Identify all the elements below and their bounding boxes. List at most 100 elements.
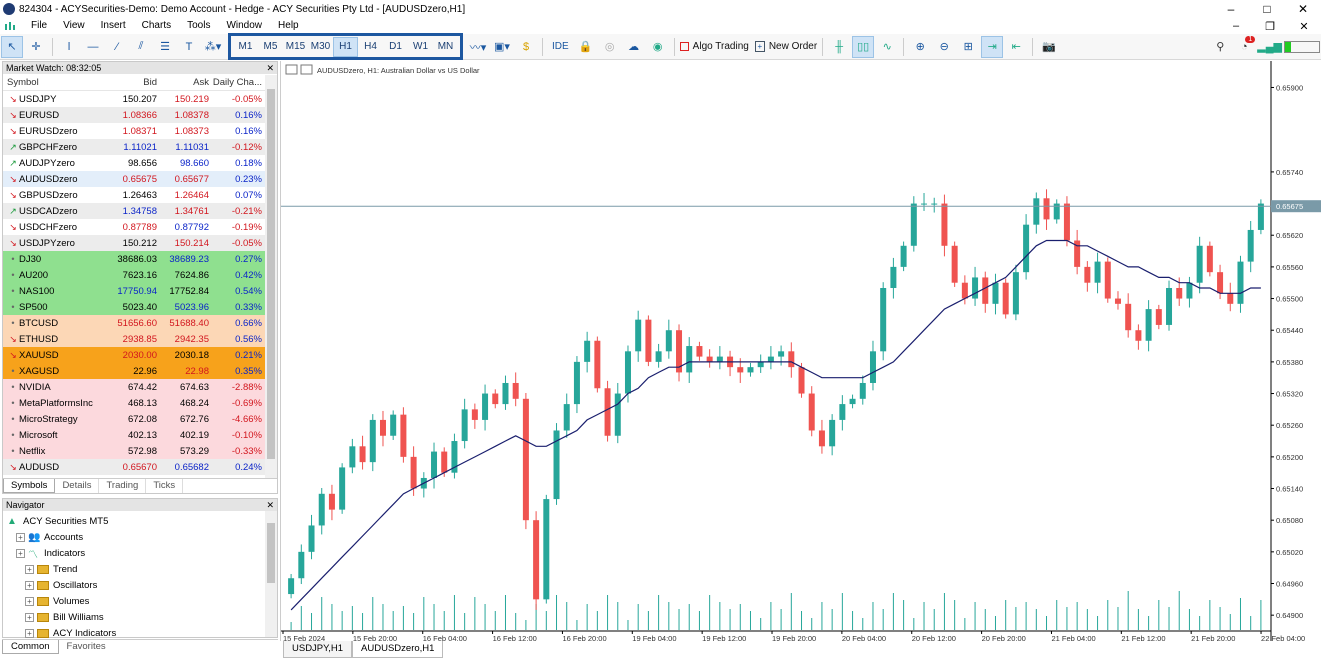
ask-column-header[interactable]: Ask — [193, 77, 209, 88]
market-watch-row[interactable]: • BTCUSD 51656.60 51688.40 0.66% — [3, 315, 265, 331]
grid-icon[interactable]: ⊞ — [963, 41, 973, 53]
trendline-icon[interactable]: ⁄ — [116, 40, 118, 53]
market-watch-row[interactable]: • Microsoft 402.13 402.19 -0.10% — [3, 427, 265, 443]
horizontal-line-icon[interactable]: — — [87, 40, 99, 53]
tab-details[interactable]: Details — [55, 479, 100, 493]
tab-favorites[interactable]: Favorites — [66, 641, 106, 652]
maximize-button[interactable]: □ — [1263, 2, 1271, 16]
navigator-item[interactable]: + Volumes — [3, 593, 277, 609]
minimize-button[interactable]: – — [1227, 2, 1235, 16]
market-watch-row[interactable]: ↘ USDCHFzero 0.87789 0.87792 -0.19% — [3, 219, 265, 235]
bid-column-header[interactable]: Bid — [143, 77, 157, 88]
market-watch-row[interactable]: ↗ GBPCHFzero 1.11021 1.11031 -0.12% — [3, 139, 265, 155]
market-watch-scrollbar[interactable] — [265, 75, 277, 480]
chart-properties-icon[interactable] — [300, 64, 313, 75]
channel-icon[interactable]: ⫽ — [138, 40, 144, 52]
timeframe-m5[interactable]: M5 — [263, 41, 278, 52]
market-watch-row[interactable]: • SP500 5023.40 5023.96 0.33% — [3, 299, 265, 315]
chart-shift-icon[interactable]: ⇤ — [1011, 41, 1021, 53]
navigator-item[interactable]: + 👥 Accounts — [3, 529, 277, 545]
price-chart[interactable]: 0.65900 0.65740 0.65620 0.65560 0.65500 0.654… — [281, 61, 1321, 643]
menu-charts[interactable]: Charts — [141, 20, 172, 31]
navigator-item[interactable]: + ACY Indicators — [3, 625, 277, 641]
cloud-icon[interactable]: ☁ — [628, 41, 640, 53]
chart-restore-button[interactable]: ❐ — [1265, 20, 1275, 33]
tab-ticks[interactable]: Ticks — [146, 479, 184, 493]
market-watch-row[interactable]: ↗ AUDJPYzero 98.656 98.660 0.18% — [3, 155, 265, 171]
chart-tab-audusdzero[interactable]: AUDUSDzero,H1 — [352, 641, 444, 658]
market-watch-row[interactable]: ↘ EURUSD 1.08366 1.08378 0.16% — [3, 107, 265, 123]
market-watch-row[interactable]: • XAGUSD 22.96 22.98 0.35% — [3, 363, 265, 379]
market-watch-row[interactable]: • NVIDIA 674.42 674.63 -2.88% — [3, 379, 265, 395]
zoom-in-icon[interactable]: ⊕ — [915, 41, 925, 53]
timeframe-m30[interactable]: M30 — [310, 41, 331, 52]
crosshair-tool-icon[interactable]: ✛ — [31, 41, 41, 53]
symbol-column-header[interactable]: Symbol — [7, 77, 39, 88]
ide-button[interactable]: IDE — [552, 41, 569, 52]
market-watch-row[interactable]: • Netflix 572.98 573.29 -0.33% — [3, 443, 265, 459]
navigator-item[interactable]: + Oscillators — [3, 577, 277, 593]
timeframe-m1[interactable]: M1 — [238, 41, 253, 52]
expand-icon[interactable]: + — [25, 580, 34, 590]
timeframe-m15[interactable]: M15 — [285, 41, 306, 52]
market-watch-row[interactable]: • MicroStrategy 672.08 672.76 -4.66% — [3, 411, 265, 427]
chart-menu-icon[interactable] — [3, 20, 17, 32]
tab-trading[interactable]: Trading — [99, 479, 147, 493]
cursor-tool-icon[interactable]: ↖ — [1, 35, 23, 58]
timeframe-h1[interactable]: H1 — [333, 36, 358, 57]
expand-icon[interactable]: + — [25, 628, 34, 638]
market-watch-row[interactable]: ↘ AUDUSD 0.65670 0.65682 0.24% — [3, 459, 265, 475]
bar-chart-icon[interactable]: ╫ — [835, 40, 844, 53]
market-watch-row[interactable]: ↘ ETHUSD 2938.85 2942.35 0.56% — [3, 331, 265, 347]
menu-view[interactable]: View — [63, 20, 85, 31]
indicators-menu-icon[interactable]: 〰▾ — [469, 41, 487, 54]
shapes-icon[interactable]: ⁂▾ — [204, 41, 222, 53]
timeframe-h4[interactable]: H4 — [364, 41, 377, 52]
market-watch-row[interactable]: ↘ USDJPY 150.207 150.219 -0.05% — [3, 91, 265, 107]
tab-common[interactable]: Common — [2, 640, 59, 654]
navigator-item[interactable]: ▲ ACY Securities MT5 — [3, 513, 277, 529]
navigator-item[interactable]: + 〽 Indicators — [3, 545, 277, 561]
chart-minimize-button[interactable]: – — [1232, 19, 1240, 32]
signals-icon[interactable]: $ — [522, 40, 530, 53]
templates-icon[interactable]: ▣▾ — [494, 41, 510, 53]
timeframe-w1[interactable]: W1 — [413, 41, 428, 52]
menu-file[interactable]: File — [31, 20, 48, 31]
expand-icon[interactable]: + — [16, 532, 25, 542]
expand-icon[interactable]: + — [25, 612, 34, 622]
expand-icon[interactable]: + — [25, 564, 34, 574]
timeframe-mn[interactable]: MN — [437, 41, 454, 52]
algo-trading-button[interactable]: Algo Trading — [679, 36, 749, 58]
notifications-icon[interactable]: ◔ 1 — [1233, 35, 1256, 58]
market-watch-row[interactable]: ↘ AUDUSDzero 0.65675 0.65677 0.23% — [3, 171, 265, 187]
navigator-close-icon[interactable]: ✕ — [266, 500, 274, 510]
lock-icon[interactable]: 🔒 — [578, 41, 593, 53]
chart-window[interactable]: 0.65900 0.65740 0.65620 0.65560 0.65500 0.654… — [280, 61, 1321, 643]
vertical-line-icon[interactable]: ǀ — [67, 40, 71, 53]
menu-tools[interactable]: Tools — [187, 20, 211, 31]
line-chart-icon[interactable]: ∿ — [882, 41, 892, 53]
market-watch-row[interactable]: ↘ EURUSDzero 1.08371 1.08373 0.16% — [3, 123, 265, 139]
menu-help[interactable]: Help — [278, 20, 299, 31]
market-watch-row[interactable]: • MetaPlatformsInc 468.13 468.24 -0.69% — [3, 395, 265, 411]
market-watch-close-icon[interactable]: ✕ — [266, 63, 274, 73]
market-watch-row[interactable]: ↘ XAUUSD 2030.00 2030.18 0.21% — [3, 347, 265, 363]
search-icon[interactable]: ⚲ — [1216, 41, 1225, 53]
market-icon[interactable]: ◉ — [652, 41, 663, 53]
navigator-scrollbar[interactable] — [265, 511, 277, 637]
new-order-button[interactable]: + New Order — [751, 36, 817, 58]
menu-window[interactable]: Window — [226, 20, 263, 31]
navigator-item[interactable]: + Trend — [3, 561, 277, 577]
chart-tab-usdjpy[interactable]: USDJPY,H1 — [283, 641, 353, 658]
expand-icon[interactable]: + — [16, 548, 25, 558]
text-tool-icon[interactable]: T — [185, 40, 193, 53]
market-watch-row[interactable]: ↘ USDJPYzero 150.212 150.214 -0.05% — [3, 235, 265, 251]
menu-insert[interactable]: Insert — [100, 20, 126, 31]
broadcast-icon[interactable]: ◎ — [604, 41, 615, 53]
close-button[interactable]: ✕ — [1297, 2, 1309, 16]
market-watch-row[interactable]: • DJ30 38686.03 38689.23 0.27% — [3, 251, 265, 267]
autoscroll-icon[interactable]: ⇥ — [981, 35, 1004, 58]
zoom-out-icon[interactable]: ⊖ — [939, 41, 949, 53]
timeframe-d1[interactable]: D1 — [389, 41, 402, 52]
change-column-header[interactable]: Daily Cha... — [212, 77, 262, 88]
